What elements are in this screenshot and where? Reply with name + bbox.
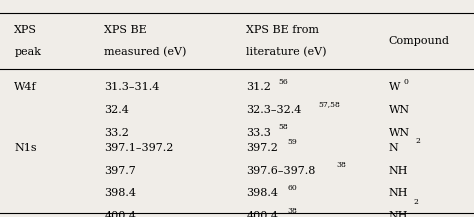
Text: W: W	[389, 82, 400, 92]
Text: NH: NH	[389, 211, 408, 217]
Text: XPS BE from: XPS BE from	[246, 25, 319, 35]
Text: XPS: XPS	[14, 25, 37, 35]
Text: 38: 38	[288, 207, 298, 215]
Text: 0: 0	[403, 77, 408, 85]
Text: NH: NH	[389, 188, 408, 198]
Text: 58: 58	[279, 123, 288, 131]
Text: 56: 56	[279, 77, 288, 85]
Text: 32.4: 32.4	[104, 105, 129, 115]
Text: 33.3: 33.3	[246, 128, 271, 138]
Text: 398.4: 398.4	[104, 188, 137, 198]
Text: measured (eV): measured (eV)	[104, 47, 187, 57]
Text: 31.3–31.4: 31.3–31.4	[104, 82, 160, 92]
Text: W4f: W4f	[14, 82, 37, 92]
Text: 33.2: 33.2	[104, 128, 129, 138]
Text: WN: WN	[389, 128, 410, 138]
Text: N: N	[389, 143, 399, 153]
Text: 2: 2	[416, 137, 421, 145]
Text: 400.4: 400.4	[104, 211, 137, 217]
Text: 2: 2	[414, 198, 419, 206]
Text: Compound: Compound	[389, 36, 450, 46]
Text: WN: WN	[389, 105, 410, 115]
Text: 31.2: 31.2	[246, 82, 271, 92]
Text: 397.1–397.2: 397.1–397.2	[104, 143, 173, 153]
Text: 57,58: 57,58	[318, 100, 340, 108]
Text: 59: 59	[288, 138, 297, 146]
Text: NH: NH	[389, 166, 408, 176]
Text: 38: 38	[336, 161, 346, 169]
Text: XPS BE: XPS BE	[104, 25, 147, 35]
Text: 397.7: 397.7	[104, 166, 136, 176]
Text: 60: 60	[288, 184, 298, 192]
Text: 397.6–397.8: 397.6–397.8	[246, 166, 316, 176]
Text: peak: peak	[14, 47, 41, 57]
Text: 397.2: 397.2	[246, 143, 278, 153]
Text: N1s: N1s	[14, 143, 37, 153]
Text: 398.4: 398.4	[246, 188, 279, 198]
Text: 32.3–32.4: 32.3–32.4	[246, 105, 302, 115]
Text: 400.4: 400.4	[246, 211, 279, 217]
Text: literature (eV): literature (eV)	[246, 47, 327, 57]
